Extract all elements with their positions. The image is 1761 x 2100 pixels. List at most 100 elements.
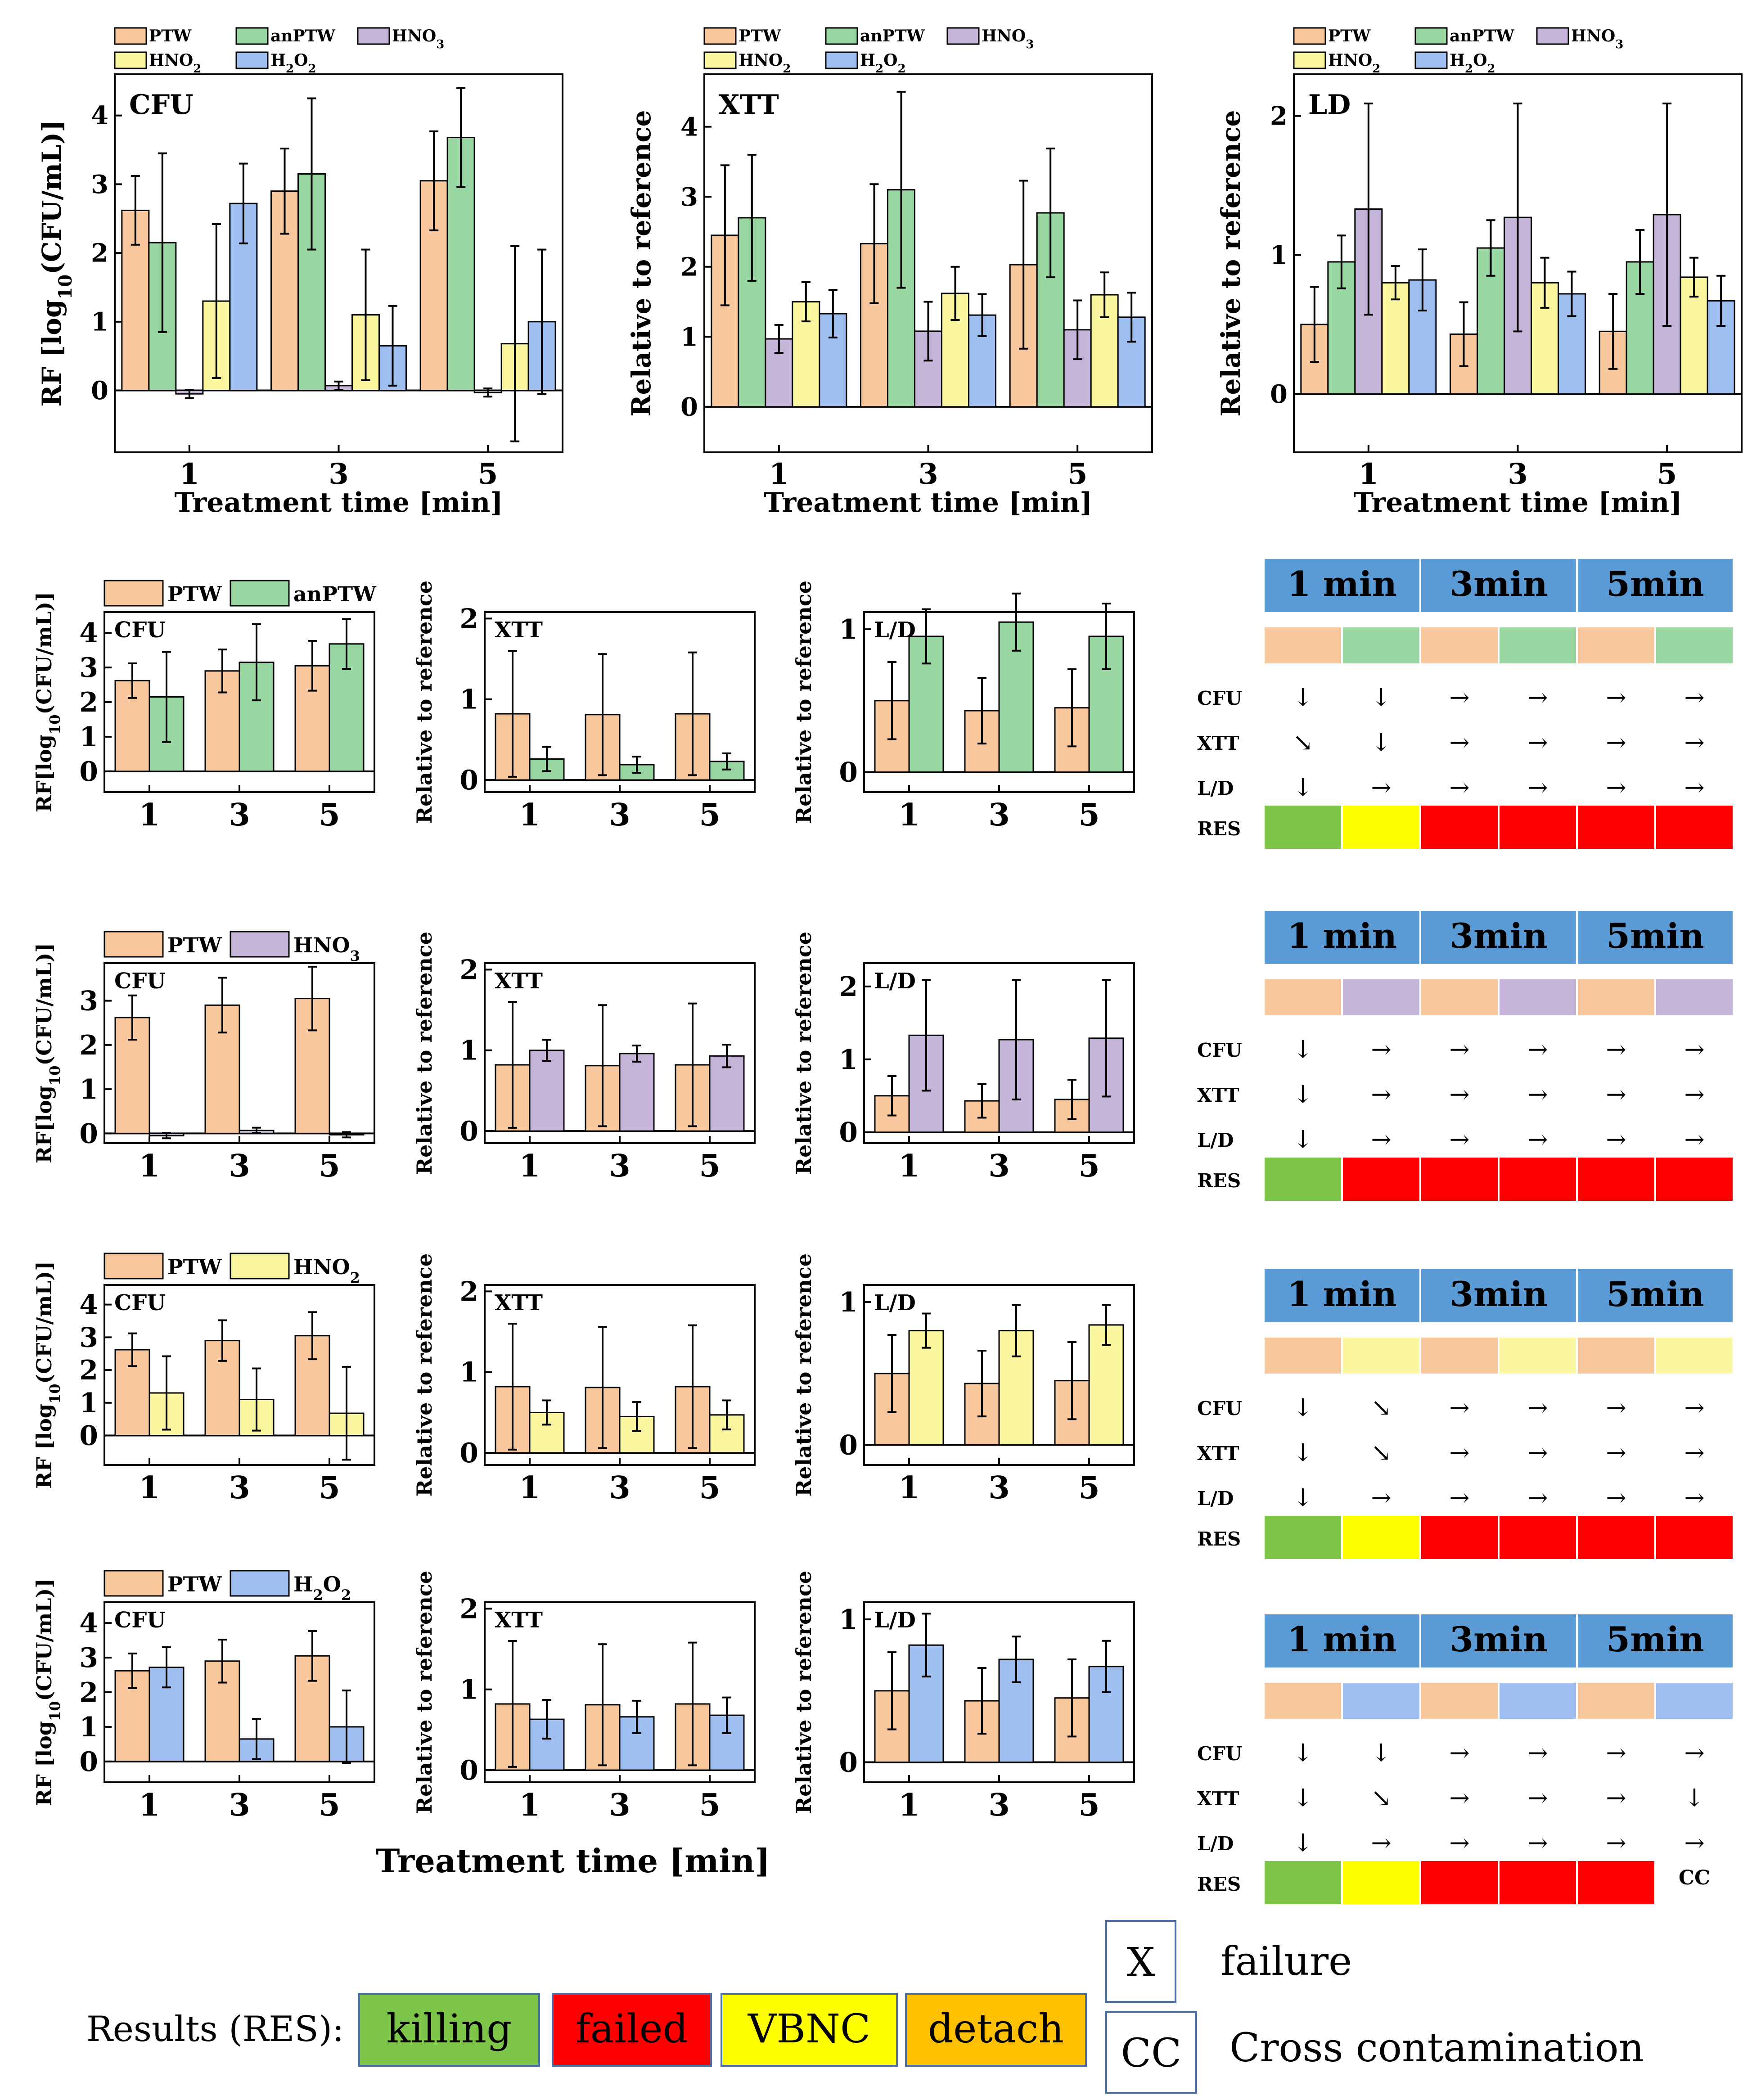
trend-arrow: → <box>1371 773 1391 802</box>
y-tick-label: 1 <box>839 1604 858 1636</box>
legend-label-PTW: PTW <box>739 27 781 45</box>
table-header-cell <box>1419 1267 1578 1324</box>
y-tick-label: 2 <box>459 1593 478 1625</box>
y-tick-label: 0 <box>79 756 98 788</box>
y-tick-label: 0 <box>839 1117 858 1149</box>
y-tick-label: 4 <box>79 617 98 649</box>
legend-swatch-PTW <box>104 1253 164 1280</box>
key-swatch-failed <box>552 1993 712 2067</box>
cc-symbol: CC <box>1121 2030 1182 2076</box>
pair-strip-HNO3 <box>1341 978 1421 1017</box>
trend-arrow: → <box>1606 1080 1626 1109</box>
res-cell-failed <box>1419 804 1500 851</box>
x-tick-label: 5 <box>319 1470 340 1506</box>
pair-strip-PTW <box>1576 978 1656 1017</box>
legend-label-HNO3: HNO3 <box>982 27 1034 51</box>
trend-arrow: → <box>1527 1080 1548 1109</box>
y-tick-label: 4 <box>91 101 108 131</box>
table-header-cell <box>1576 909 1734 966</box>
pair-strip-PTW <box>1576 626 1656 665</box>
x-tick-label: 1 <box>139 1470 160 1506</box>
trend-arrow: ↘ <box>1371 1438 1391 1467</box>
legend-swatch-HNO3 <box>230 931 290 958</box>
res-cell-failed <box>1654 1514 1734 1561</box>
trend-arrow: → <box>1684 1035 1704 1064</box>
y-tick-label: 1 <box>79 1074 98 1105</box>
legend-label-HNO2: HNO2 <box>739 51 791 76</box>
x-tick-label: 3 <box>229 797 250 833</box>
trend-arrow: → <box>1606 1438 1626 1467</box>
legend-swatch-H2O2 <box>235 51 269 69</box>
plot-frame <box>114 73 563 453</box>
trend-arrow: ↓ <box>1293 1483 1313 1512</box>
res-cell-failed <box>1419 1859 1500 1906</box>
x-tick-label: 1 <box>898 1148 919 1184</box>
y-tick-label: 0 <box>79 1118 98 1149</box>
result-table-1: 1 min 3min 5min CFU XTT L/D RES ↓ ↓ → → → → ↘ ↓ → → → → ↓ → →… <box>1197 557 1734 851</box>
table-header-cell <box>1419 557 1578 614</box>
pair-strip-PTW <box>1576 1336 1656 1375</box>
panel-label: XTT <box>719 89 779 121</box>
y-tick-label: 1 <box>459 1357 478 1388</box>
trend-arrow: → <box>1449 773 1469 802</box>
legend-swatch-HNO3 <box>357 27 390 45</box>
y-tick-label: 0 <box>91 376 108 406</box>
trend-arrow: ↓ <box>1293 1125 1313 1154</box>
key-label-VBNC: VBNC <box>748 2005 871 2052</box>
trend-arrow: ↓ <box>1293 1393 1313 1422</box>
x-tick-label: 5 <box>1657 457 1677 491</box>
y-tick-label: 3 <box>680 182 698 212</box>
x-tick-label: 1 <box>898 797 919 833</box>
legend-swatch-PTW <box>1293 27 1326 45</box>
res-cell-failed <box>1654 804 1734 851</box>
res-cell-VBNC <box>1341 1514 1421 1561</box>
y-tick-label: 0 <box>459 1438 478 1469</box>
legend-label-HNO2: HNO2 <box>1328 51 1380 76</box>
legend-label-HNO2: HNO2 <box>149 51 201 76</box>
res-cell-VBNC <box>1341 1859 1421 1906</box>
y-axis-title: Relative to reference <box>792 581 816 824</box>
y-axis-title: RF[log10(CFU/mL)] <box>32 943 63 1163</box>
table-header-label: 1 min <box>1287 916 1397 956</box>
x-tick-label: 5 <box>699 1787 720 1823</box>
y-tick-label: 4 <box>79 1289 98 1321</box>
trend-arrow: → <box>1449 1035 1469 1064</box>
pair-strip-PTW <box>1263 978 1343 1017</box>
y-tick-label: 3 <box>79 986 98 1017</box>
trend-arrow: ↓ <box>1293 1080 1313 1109</box>
pair-strip-PTW <box>1419 1681 1500 1721</box>
legend: PTW HNO2 <box>104 1253 360 1286</box>
res-cell-killing <box>1263 1156 1343 1203</box>
legend-label-H2O2: H2O2 <box>293 1572 351 1604</box>
chart-r2-ld: 0 1 2 L/D Relative to reference 1 3 5 <box>792 932 1135 1184</box>
row-label-XTT: XTT <box>1197 732 1239 754</box>
x-tick-label: 5 <box>1078 1787 1099 1823</box>
legend-label-anPTW: anPTW <box>293 582 377 606</box>
failure-text: failure <box>1221 1938 1352 1984</box>
legend-label-HNO3: HNO3 <box>392 27 444 51</box>
y-axis-title: RF[log10(CFU/mL)] <box>32 592 63 812</box>
legend: PTW H2O2 <box>104 1570 351 1604</box>
trend-arrow: → <box>1606 1393 1626 1422</box>
pair-strip-H2O2 <box>1654 1681 1734 1721</box>
x-tick-label: 1 <box>519 1787 540 1823</box>
y-tick-label: 3 <box>79 1642 98 1674</box>
x-tick-label: 3 <box>918 457 938 491</box>
y-tick-label: 2 <box>79 687 98 718</box>
y-tick-label: 2 <box>79 1677 98 1708</box>
y-tick-label: 1 <box>459 1035 478 1067</box>
table-header-cell <box>1263 1613 1421 1669</box>
trend-arrow: → <box>1527 773 1548 802</box>
legend-swatch-HNO2 <box>1293 51 1326 69</box>
x-tick-label: 3 <box>988 1787 1009 1823</box>
x-tick-label: 3 <box>609 1148 630 1184</box>
bar-HNO3-1 <box>529 1050 565 1132</box>
y-tick-label: 0 <box>839 1747 858 1779</box>
row-label-L/D: L/D <box>1197 777 1234 799</box>
legend-label-PTW: PTW <box>167 933 222 957</box>
key-label-detach: detach <box>928 2005 1064 2052</box>
